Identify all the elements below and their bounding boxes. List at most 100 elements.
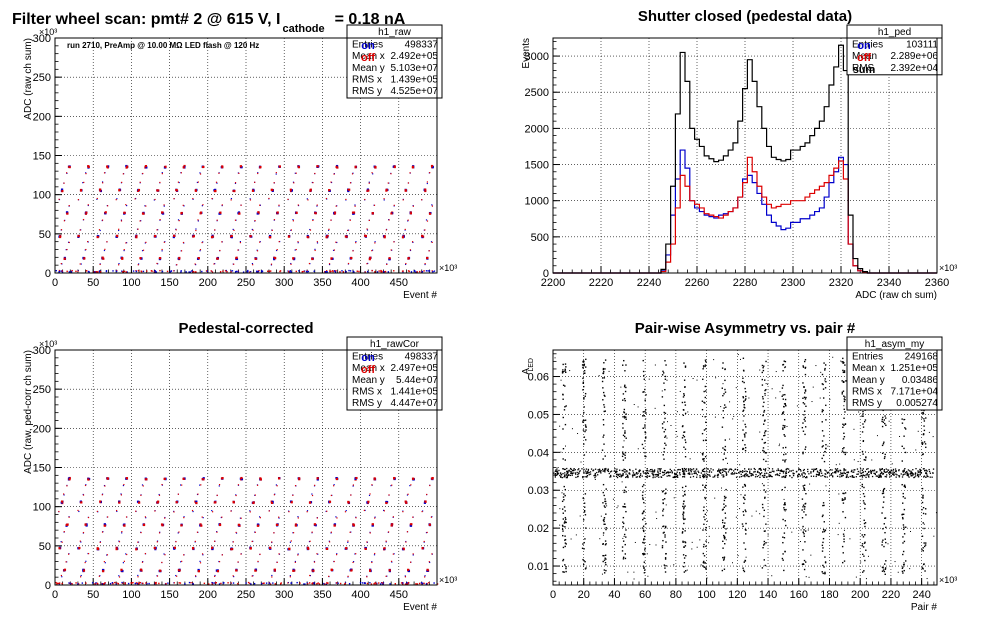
spike-point <box>842 357 844 360</box>
scatter-point <box>63 494 65 496</box>
spike-point <box>824 561 827 563</box>
spike-point <box>901 516 904 519</box>
spike-point <box>823 504 825 507</box>
spike-point <box>623 397 626 400</box>
spike-point <box>903 435 905 437</box>
x-tick-label: 300 <box>275 589 293 601</box>
band-point <box>835 469 838 471</box>
scatter-point <box>218 560 220 563</box>
band-point <box>579 470 581 472</box>
background-point <box>707 520 709 522</box>
band-point <box>695 470 697 472</box>
band-point <box>616 468 618 470</box>
spike-point <box>702 552 705 555</box>
band-point <box>581 476 584 478</box>
spike-point <box>583 363 586 366</box>
scatter-point <box>102 182 104 184</box>
x-tick-label: 150 <box>160 589 178 601</box>
band-point <box>646 471 648 474</box>
background-point <box>739 358 741 360</box>
band-point <box>666 471 669 473</box>
band-point <box>888 472 890 474</box>
band-point <box>675 473 678 475</box>
band-point <box>880 475 882 477</box>
scatter-point <box>386 263 388 266</box>
scatter-point <box>294 172 296 174</box>
background-point <box>577 433 579 435</box>
spike-point <box>725 488 727 491</box>
x-tick-label: 2220 <box>589 277 613 289</box>
scatter-point <box>123 560 125 562</box>
band-point <box>741 471 744 473</box>
scatter-point <box>352 250 354 252</box>
band-point <box>555 474 557 476</box>
scatter-point <box>182 204 184 206</box>
spike-point <box>661 427 664 429</box>
band-point <box>597 471 600 473</box>
band-point <box>589 471 592 473</box>
band-point <box>862 474 864 476</box>
spike-point <box>763 543 766 545</box>
band-point <box>736 468 739 471</box>
band-point <box>653 469 656 471</box>
band-point <box>639 469 641 472</box>
spike-point <box>883 570 886 573</box>
scatter-point <box>235 531 237 534</box>
band-point <box>568 469 570 471</box>
spike-point <box>784 360 787 363</box>
spike-point <box>841 391 844 394</box>
baseline-point <box>418 582 421 585</box>
scatter-point <box>173 234 176 238</box>
spike-point <box>561 524 564 527</box>
scatter-point <box>153 199 155 201</box>
spike-point <box>843 395 845 397</box>
band-point <box>896 474 898 476</box>
scatter-point <box>367 500 370 503</box>
background-point <box>708 542 710 544</box>
baseline-point <box>58 271 60 273</box>
spike-point <box>705 360 707 363</box>
spike-point <box>882 569 885 571</box>
scatter-point <box>290 501 293 504</box>
band-point <box>566 467 568 470</box>
spike-point <box>602 491 604 494</box>
band-point <box>666 475 668 477</box>
spike-point <box>663 431 665 433</box>
scatter-point <box>65 561 67 563</box>
scatter-point <box>423 541 425 543</box>
band-point <box>816 471 819 473</box>
spike-point <box>901 567 904 570</box>
band-point <box>762 476 765 478</box>
spike-point <box>882 539 884 541</box>
spike-point <box>565 405 567 407</box>
background-point <box>825 485 827 487</box>
scatter-point <box>275 249 278 252</box>
baseline-point <box>112 270 114 272</box>
spike-point <box>825 447 827 450</box>
stats-label: Mean y <box>352 375 385 386</box>
band-point <box>599 471 602 473</box>
band-point <box>769 471 771 474</box>
spike-point <box>584 424 587 426</box>
background-point <box>691 541 693 543</box>
scatter-point <box>268 197 270 200</box>
spike-point <box>743 542 745 544</box>
band-point <box>740 470 742 473</box>
band-point <box>918 471 920 473</box>
spike-point <box>822 572 824 575</box>
scatter-point <box>333 560 335 563</box>
spike-point <box>704 455 707 458</box>
spike-point <box>602 399 604 401</box>
scatter-point <box>257 172 259 174</box>
band-point <box>689 468 691 470</box>
background-point <box>935 512 937 514</box>
background-point <box>722 383 724 385</box>
background-point <box>894 561 896 563</box>
scatter-point <box>153 271 155 273</box>
spike-point <box>843 400 846 403</box>
scatter-point <box>309 228 311 231</box>
spike-point <box>782 553 784 555</box>
scatter-point <box>385 188 388 191</box>
scatter-point <box>292 181 295 183</box>
scatter-point <box>156 189 159 192</box>
